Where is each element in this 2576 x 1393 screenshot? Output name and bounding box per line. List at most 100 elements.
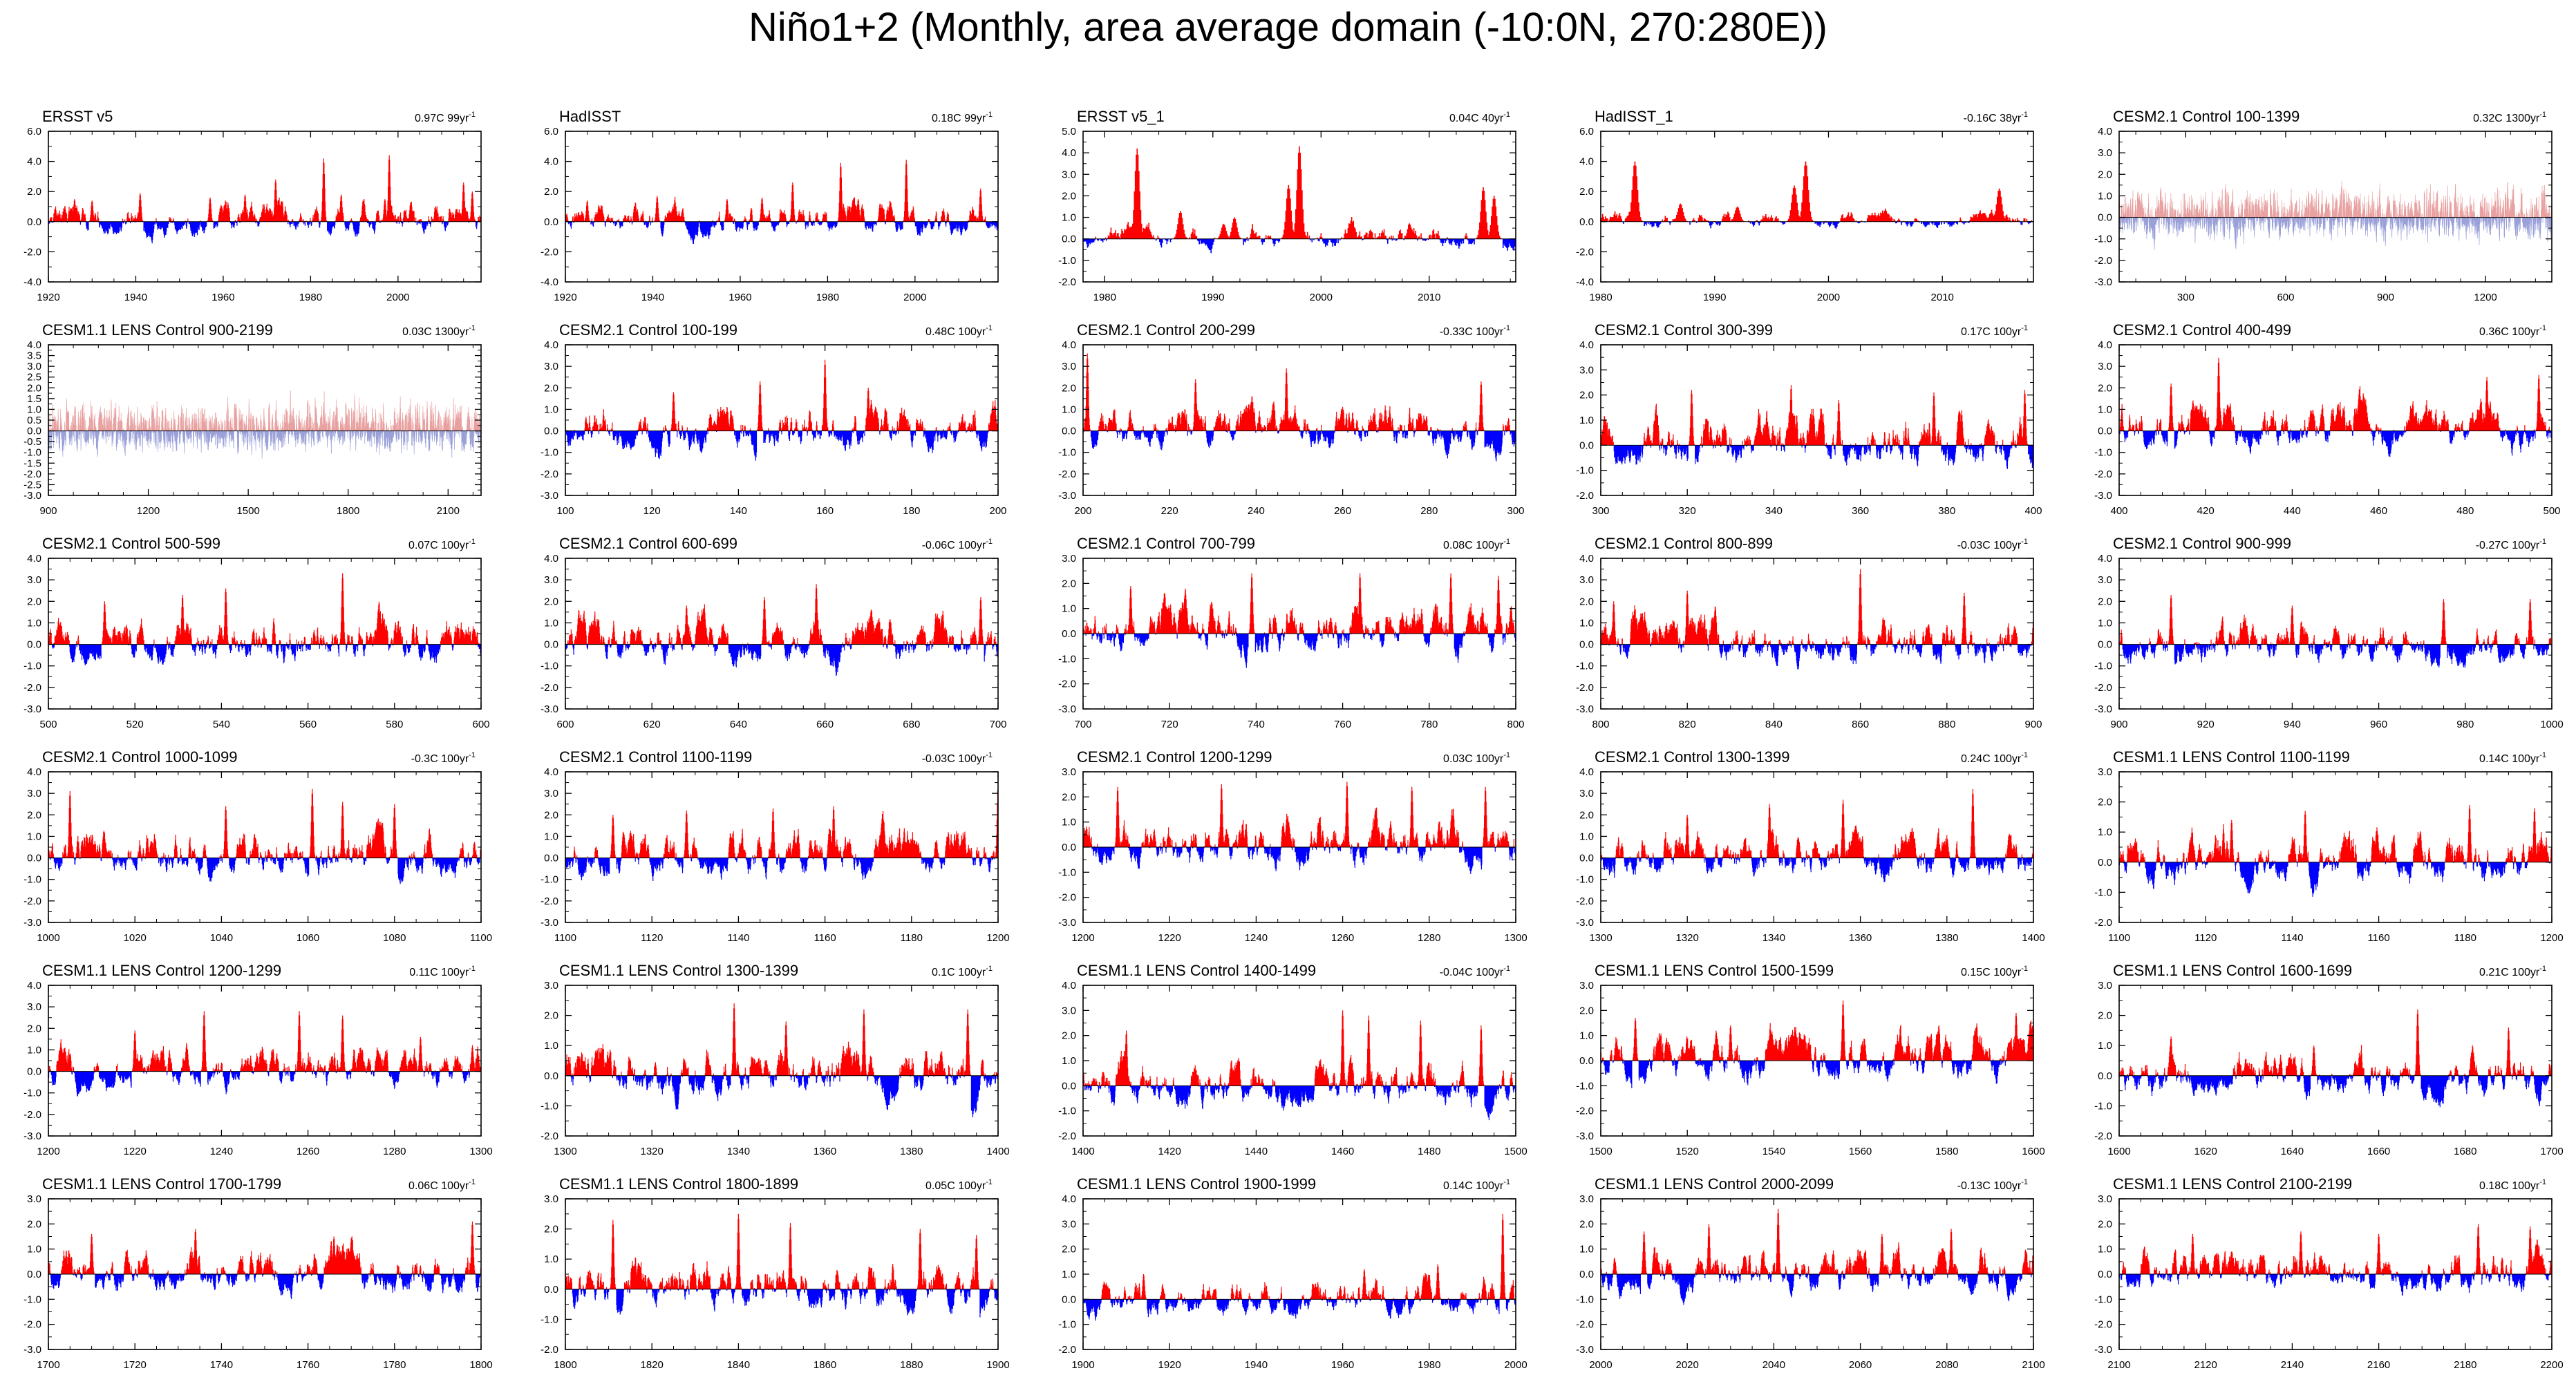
x-tick-label: 1980 (299, 292, 322, 303)
y-tick-label: 1.0 (2098, 826, 2112, 838)
y-tick-label: 3.0 (27, 788, 41, 799)
y-tick-label: -3.0 (1058, 703, 1076, 715)
y-tick-label: 4.0 (1579, 156, 1594, 168)
y-tick-label: 4.0 (27, 766, 41, 778)
x-tick-label: 1940 (124, 292, 147, 303)
y-tick-label: -1.0 (2094, 234, 2112, 245)
y-tick-label: 0.0 (1579, 1269, 1594, 1280)
trend-label: 0.03C 100yr-1 (1443, 751, 1510, 765)
x-tick-label: 1620 (2194, 1146, 2217, 1157)
y-tick-label: 3.0 (1062, 361, 1076, 372)
y-tick-label: 1.0 (1062, 212, 1076, 224)
y-tick-label: -1.0 (1576, 465, 1594, 477)
y-tick-label: 1.5 (27, 393, 41, 405)
y-tick-label: -1.0 (1058, 1319, 1076, 1331)
panel-title: CESM2.1 Control 200-299 (1077, 321, 1255, 339)
trend-label: 0.03C 1300yr-1 (402, 324, 476, 338)
plot-frame (2118, 985, 2553, 1137)
y-tick-label: 0.0 (27, 426, 41, 437)
x-tick-label: 2020 (1676, 1359, 1699, 1371)
panel-title: CESM2.1 Control 1000-1099 (42, 748, 238, 766)
y-tick-label: 1.0 (27, 404, 41, 415)
y-tick-label: 4.0 (1062, 980, 1076, 992)
panel-29: -3.0 -2.0 -1.0 0.0 1.0 2.0 3.0 2000 2020 2040 2060… (1576, 1175, 2045, 1371)
x-tick-label: 1800 (469, 1359, 492, 1371)
y-tick-label: 0.0 (2098, 1070, 2112, 1082)
trend-label: 0.05C 100yr-1 (925, 1178, 993, 1192)
y-tick-label: -2.0 (23, 1319, 41, 1331)
positive-anomaly-fill (48, 1011, 482, 1072)
x-tick-label: 600 (556, 719, 574, 730)
negative-anomaly-fill (1084, 1086, 1516, 1121)
y-tick-label: 2.0 (27, 186, 41, 198)
positive-anomaly-fill (567, 584, 997, 645)
y-tick-label: 3.0 (1579, 574, 1594, 586)
x-tick-label: 1900 (986, 1359, 1009, 1371)
y-tick-label: 1.0 (1579, 1030, 1594, 1042)
x-tick-label: 100 (556, 505, 574, 517)
x-tick-label: 2080 (1935, 1359, 1958, 1371)
x-tick-label: 2000 (1817, 292, 1840, 303)
y-tick-label: -1.0 (1576, 1294, 1594, 1305)
y-tick-label: -1.5 (23, 457, 41, 469)
positive-anomaly-fill (1082, 1010, 1513, 1086)
y-tick-label: 4.0 (2098, 339, 2112, 351)
x-tick-label: 880 (1938, 719, 1955, 730)
x-tick-label: 1160 (814, 932, 836, 944)
y-tick-label: 2.0 (2098, 596, 2112, 607)
negative-anomaly-fill (2118, 862, 2551, 897)
y-tick-label: 2.0 (544, 186, 558, 198)
y-tick-label: 1.0 (544, 404, 558, 415)
y-tick-label: -3.0 (2094, 703, 2112, 715)
panel-title: CESM2.1 Control 400-499 (2113, 321, 2291, 339)
negative-anomaly-fill (1621, 221, 2033, 229)
x-tick-label: 1100 (470, 932, 492, 944)
y-tick-label: 3.0 (544, 980, 558, 992)
plot-frame (1600, 344, 2034, 496)
x-tick-label: 520 (126, 719, 144, 730)
x-tick-label: 1340 (727, 1146, 750, 1157)
x-tick-label: 220 (1161, 505, 1178, 517)
y-tick-label: 2.0 (2098, 1218, 2112, 1230)
x-tick-label: 1940 (1245, 1359, 1268, 1371)
negative-anomaly-fill (2118, 1075, 2549, 1108)
panel-title: CESM1.1 LENS Control 2100-2199 (2113, 1175, 2352, 1193)
y-tick-label: 0.0 (1062, 1294, 1076, 1305)
x-tick-label: 1200 (137, 505, 160, 517)
x-tick-label: 700 (989, 719, 1006, 730)
y-tick-label: -2.0 (540, 1344, 558, 1356)
x-tick-label: 1360 (1849, 932, 1872, 944)
x-tick-label: 620 (643, 719, 661, 730)
y-tick-label: 1.0 (2098, 190, 2112, 202)
y-tick-label: 2.0 (544, 809, 558, 821)
x-tick-label: 1500 (1504, 1146, 1527, 1157)
positive-anomaly-fill (1082, 781, 1514, 847)
trend-label: 0.32C 1300yr-1 (2473, 111, 2546, 124)
y-tick-label: 2.0 (2098, 169, 2112, 180)
y-tick-label: 4.0 (544, 339, 558, 351)
trend-label: 0.17C 100yr-1 (1961, 324, 2028, 338)
y-tick-label: 0.0 (1062, 234, 1076, 245)
y-tick-label: 3.0 (1579, 980, 1594, 992)
y-tick-label: -1.0 (23, 1088, 41, 1099)
y-tick-label: -2.0 (2094, 1130, 2112, 1142)
y-tick-label: 3.0 (1579, 364, 1594, 376)
x-tick-label: 1080 (383, 932, 406, 944)
y-tick-label: 0.0 (27, 639, 41, 651)
plot-frame (48, 771, 482, 923)
y-tick-label: -3.0 (1576, 1344, 1594, 1356)
panel-title: CESM2.1 Control 800-899 (1595, 535, 1773, 552)
y-tick-label: -1.0 (540, 1100, 558, 1112)
x-tick-label: 720 (1161, 719, 1178, 730)
y-tick-label: -4.0 (540, 276, 558, 288)
panel-30: -3.0 -2.0 -1.0 0.0 1.0 2.0 3.0 2100 2120 2140 2160… (2094, 1175, 2564, 1371)
x-tick-label: 180 (903, 505, 920, 517)
y-tick-label: 0.0 (27, 1269, 41, 1280)
y-tick-label: -2.0 (1576, 896, 1594, 907)
y-tick-label: -2.0 (1058, 679, 1076, 690)
y-tick-label: 0.0 (2098, 1269, 2112, 1280)
panel-20: -2.0 -1.0 0.0 1.0 2.0 3.0 1100 1120 1140 1160 1180… (2094, 748, 2564, 944)
y-tick-label: -2.0 (2094, 1319, 2112, 1331)
x-tick-label: 1600 (2107, 1146, 2130, 1157)
y-tick-label: 0.0 (2098, 426, 2112, 437)
